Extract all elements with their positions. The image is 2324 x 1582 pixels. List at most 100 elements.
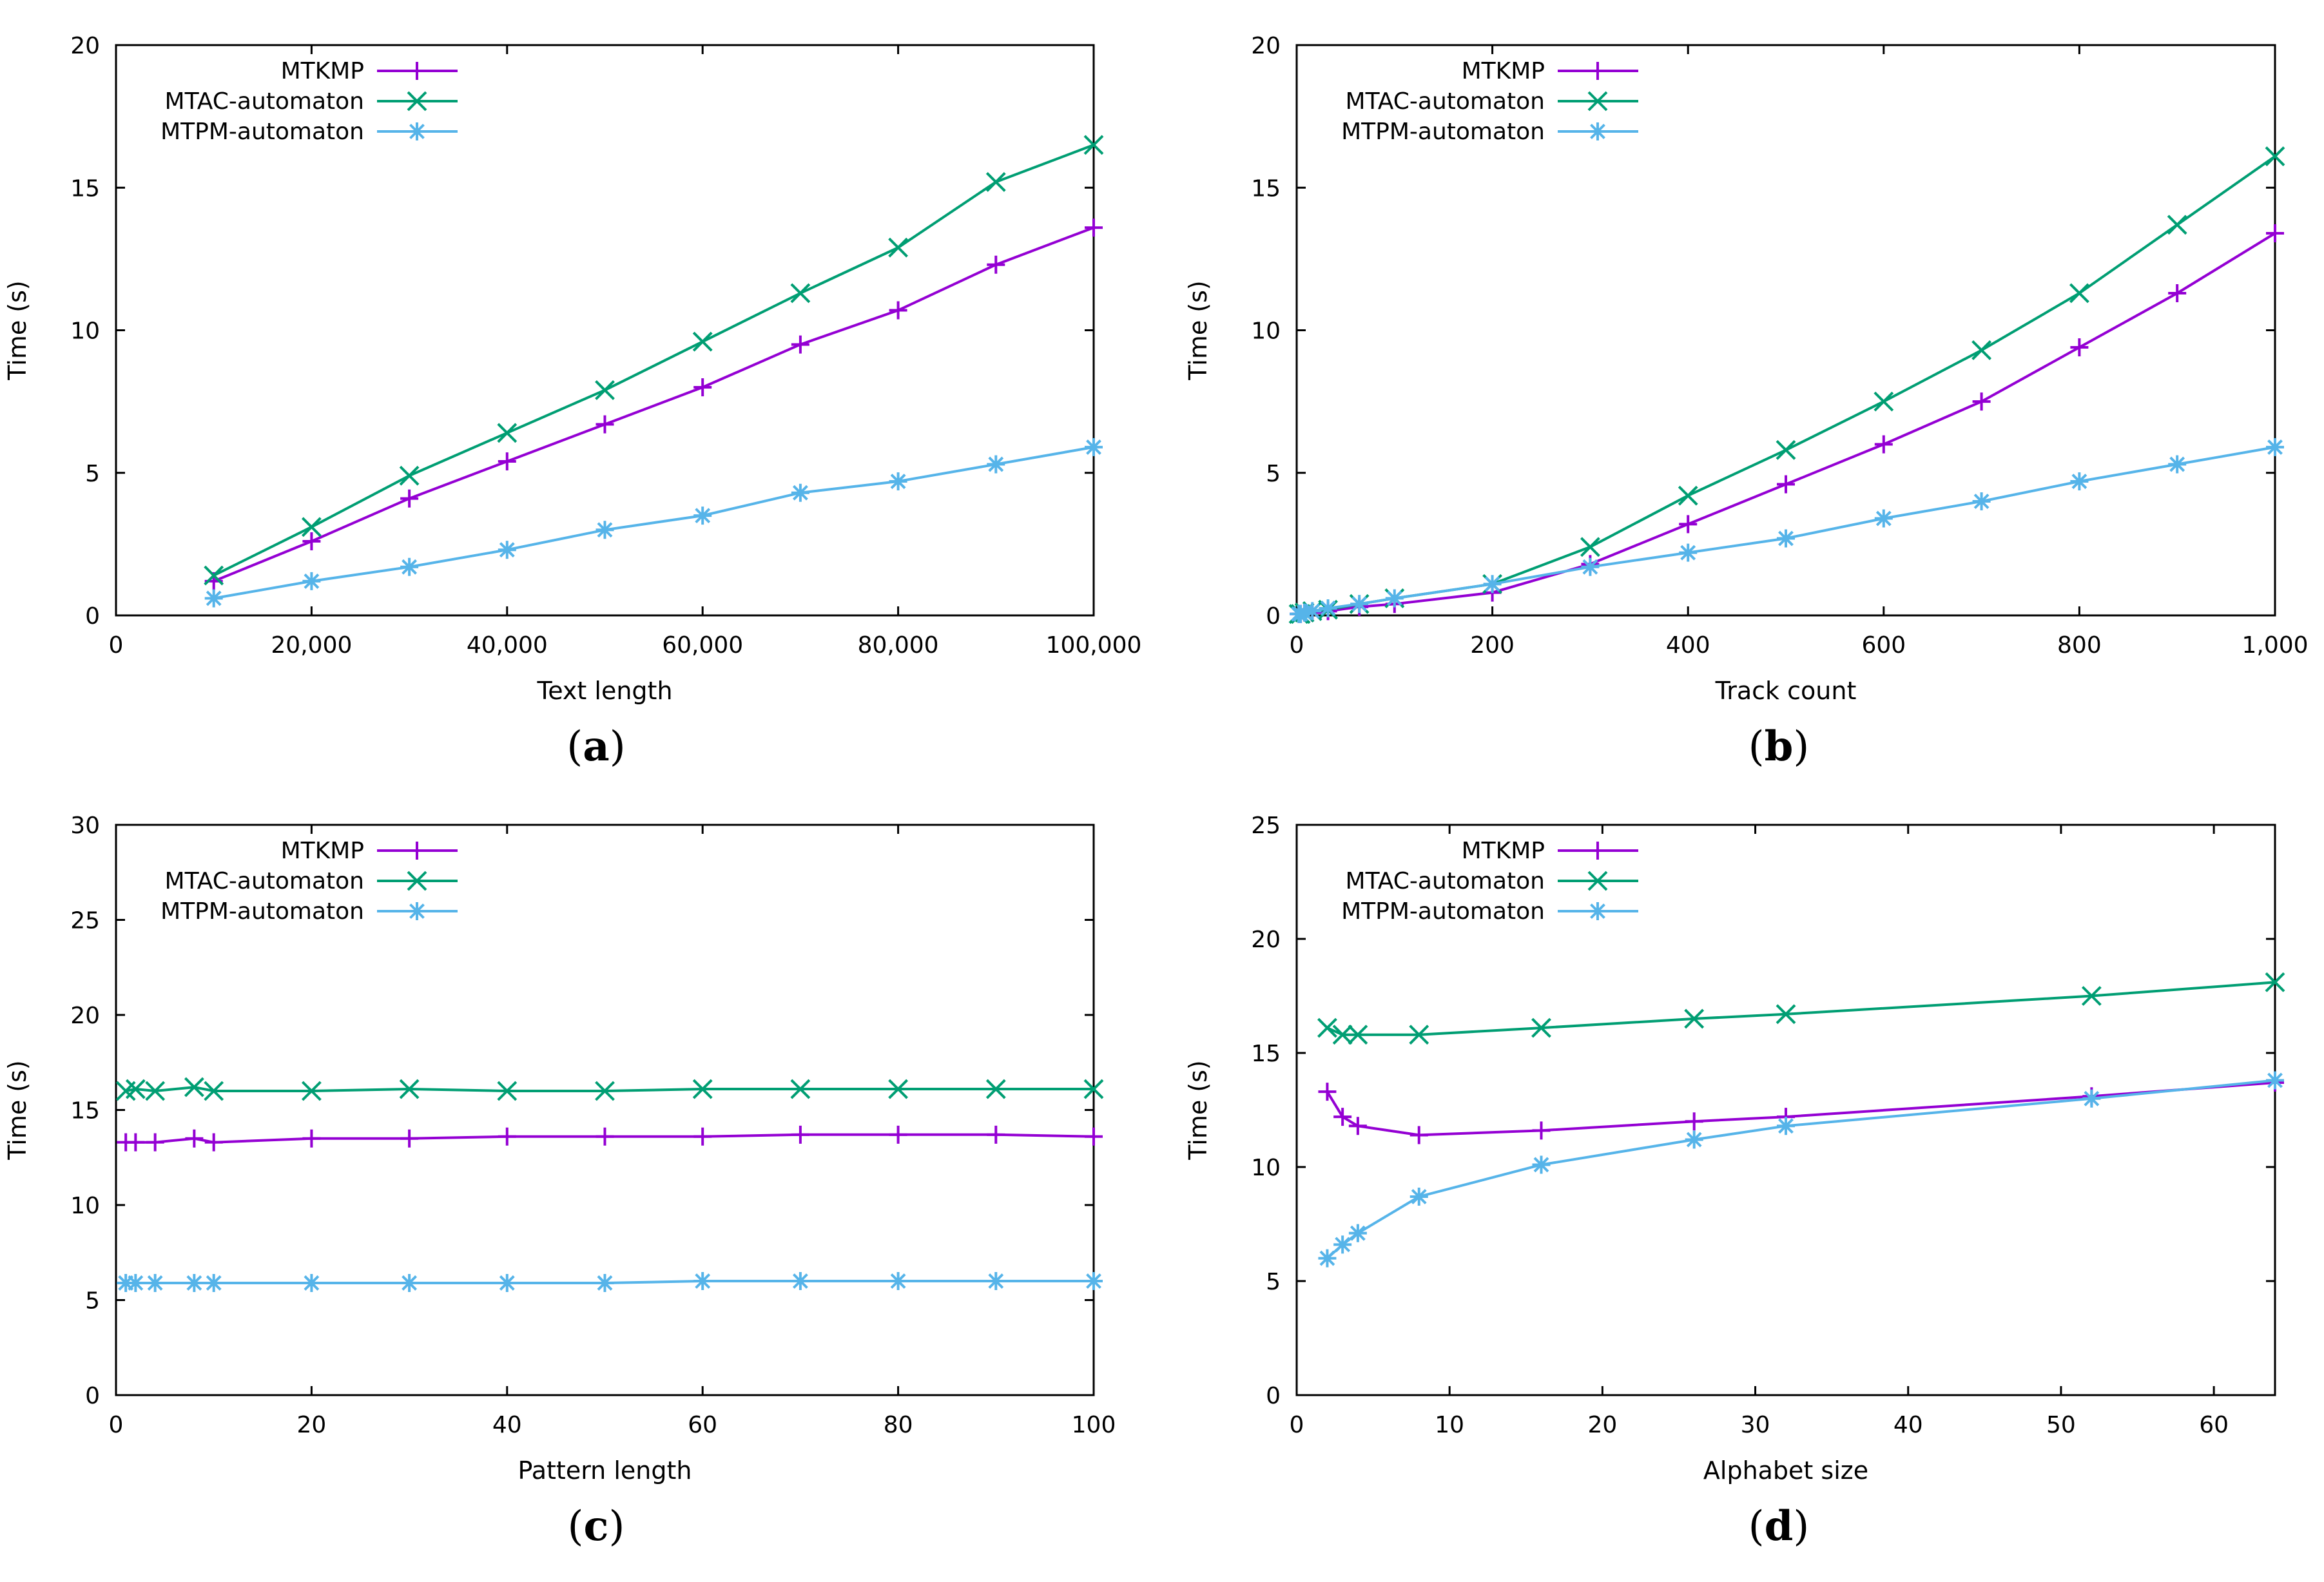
x-tick-label: 50 bbox=[2046, 1412, 2076, 1438]
y-axis-label: Time (s) bbox=[3, 280, 32, 381]
x-tick-label: 200 bbox=[1470, 632, 1515, 659]
series-mtac-automaton bbox=[1317, 972, 2285, 1045]
series-line bbox=[213, 226, 1094, 583]
x-tick-label: 80 bbox=[884, 1412, 913, 1438]
legend-label: MTKMP bbox=[281, 838, 364, 864]
legend-marker bbox=[1587, 871, 1608, 891]
data-point bbox=[301, 517, 322, 537]
data-point bbox=[146, 1273, 164, 1292]
x-tick-label: 400 bbox=[1666, 632, 1710, 659]
legend-marker bbox=[408, 902, 426, 920]
x-tick-label: 800 bbox=[2057, 632, 2102, 659]
x-tick-label: 20 bbox=[296, 1412, 326, 1438]
data-point bbox=[204, 1081, 224, 1101]
legend-label: MTKMP bbox=[1462, 838, 1545, 864]
plot-frame bbox=[1295, 824, 2276, 1396]
panel-a: 0 20,000 40,000 60,000 80,000 100,000 0 5 10 15 20… bbox=[3, 33, 1141, 771]
data-point bbox=[889, 301, 907, 320]
data-point bbox=[1348, 1224, 1367, 1242]
data-point bbox=[1295, 603, 1314, 622]
data-point bbox=[1318, 1249, 1337, 1268]
data-point bbox=[498, 1127, 516, 1146]
x-tick-label: 40,000 bbox=[467, 632, 548, 659]
data-point bbox=[400, 1273, 419, 1292]
data-point bbox=[117, 1273, 135, 1292]
data-point bbox=[1777, 475, 1795, 494]
data-point bbox=[400, 557, 419, 576]
data-point bbox=[126, 1273, 145, 1292]
x-tick-label: 20 bbox=[1587, 1412, 1617, 1438]
y-tick-label: 5 bbox=[85, 1288, 100, 1315]
legend-label: MTPM-automaton bbox=[1341, 119, 1545, 145]
x-tick-label: 60,000 bbox=[662, 632, 743, 659]
data-point bbox=[987, 1125, 1005, 1144]
data-point bbox=[2168, 455, 2187, 474]
data-point bbox=[595, 1081, 615, 1101]
data-point bbox=[692, 1079, 713, 1099]
data-point bbox=[302, 1129, 321, 1148]
legend-label: MTAC-automaton bbox=[165, 88, 364, 115]
y-tick-label: 10 bbox=[70, 1193, 100, 1219]
series-line bbox=[125, 1086, 1094, 1093]
y-axis-label: Time (s) bbox=[1184, 1060, 1212, 1161]
data-point bbox=[125, 1079, 146, 1099]
y-axis-label: Time (s) bbox=[1184, 280, 1212, 381]
y-tick-label: 5 bbox=[1266, 461, 1281, 487]
data-point bbox=[1483, 575, 1502, 593]
data-point bbox=[204, 1273, 223, 1292]
data-point bbox=[1409, 1188, 1428, 1206]
data-point bbox=[204, 589, 223, 608]
data-point bbox=[2082, 1089, 2101, 1108]
series-mtpm-automaton bbox=[1290, 438, 2284, 623]
data-point bbox=[399, 465, 420, 486]
data-point bbox=[595, 380, 615, 400]
data-point bbox=[302, 572, 321, 590]
data-point bbox=[790, 1079, 811, 1099]
y-tick-label: 0 bbox=[1266, 603, 1281, 630]
panel-b: 0 200 400 600 800 1,000 0 5 10 15 20 Track count Tim… bbox=[1184, 33, 2309, 771]
legend-marker bbox=[407, 871, 427, 891]
x-axis-label: Pattern length bbox=[518, 1456, 692, 1485]
y-tick-label: 25 bbox=[70, 908, 100, 934]
panel-label: (a) bbox=[566, 722, 625, 771]
data-point bbox=[1679, 543, 1698, 562]
data-point bbox=[1532, 1155, 1551, 1174]
legend-label: MTPM-automaton bbox=[160, 119, 364, 145]
data-point bbox=[1874, 435, 1893, 454]
data-point bbox=[1409, 1126, 1428, 1144]
x-axis-label: Alphabet size bbox=[1703, 1456, 1868, 1485]
data-point bbox=[596, 521, 614, 539]
data-point bbox=[987, 1272, 1005, 1290]
x-tick-label: 1,000 bbox=[2242, 632, 2308, 659]
x-tick-label: 100,000 bbox=[1046, 632, 1142, 659]
series-mtkmp bbox=[1318, 1074, 2284, 1144]
data-point bbox=[1385, 589, 1404, 608]
data-point bbox=[498, 452, 516, 471]
data-point bbox=[1777, 529, 1795, 548]
data-point bbox=[400, 489, 419, 508]
data-point bbox=[596, 1273, 614, 1292]
x-tick-label: 600 bbox=[1861, 632, 1906, 659]
series-mtpm-automaton bbox=[1318, 1071, 2284, 1268]
data-point bbox=[1684, 1008, 1705, 1029]
data-point bbox=[1085, 438, 1103, 456]
data-point bbox=[498, 541, 516, 559]
y-tick-label: 25 bbox=[1251, 813, 1281, 839]
data-point bbox=[987, 455, 1005, 474]
data-point bbox=[1319, 599, 1337, 617]
data-point bbox=[1532, 1121, 1551, 1140]
data-point bbox=[1083, 135, 1104, 155]
x-axis-label: Track count bbox=[1715, 677, 1857, 705]
data-point bbox=[146, 1133, 164, 1152]
y-tick-label: 15 bbox=[70, 1098, 100, 1124]
y-tick-label: 20 bbox=[1251, 927, 1281, 953]
data-point bbox=[2265, 972, 2285, 992]
y-tick-label: 20 bbox=[70, 1003, 100, 1029]
legend-marker bbox=[408, 842, 426, 860]
legend-marker bbox=[1589, 62, 1607, 80]
legend-label: MTAC-automaton bbox=[1346, 868, 1545, 894]
data-point bbox=[1333, 1108, 1352, 1126]
x-tick-label: 80,000 bbox=[858, 632, 939, 659]
